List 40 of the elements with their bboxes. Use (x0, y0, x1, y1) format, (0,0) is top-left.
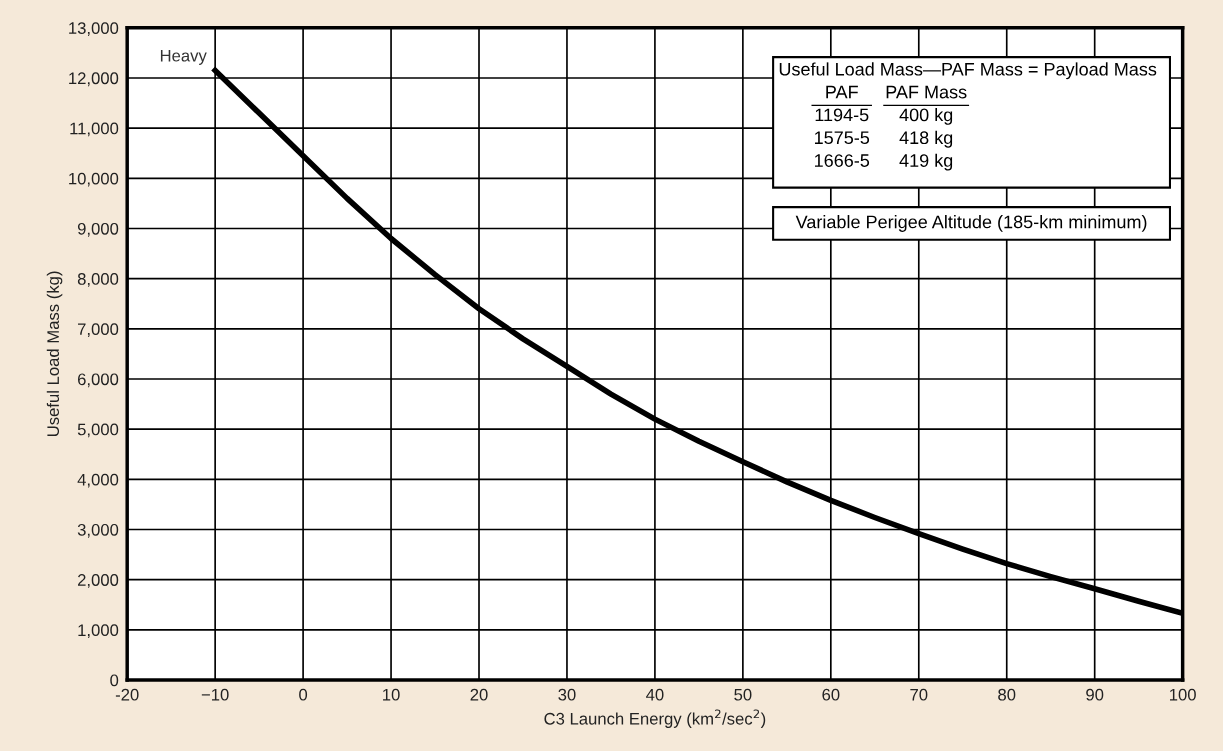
x-tick-label: 90 (1086, 688, 1104, 701)
annotation: PAF (826, 85, 858, 99)
x-tick-label: 70 (910, 688, 928, 701)
x-axis-title: C3 Launch Energy (km$^{2}$/sec$^{2}$) (544, 709, 766, 728)
y-tick-label: 6,000 (78, 373, 119, 388)
annotation: 419 kg (899, 153, 953, 171)
y-tick-label: 4,000 (77, 473, 119, 488)
x-tick-label: 60 (822, 688, 840, 701)
annotation: 1575-5 (815, 131, 870, 145)
y-tick-label: 10,000 (69, 172, 119, 187)
x-tick-label: 0 (299, 688, 308, 701)
annotation: Heavy (160, 49, 207, 65)
y-tick-label: 13,000 (69, 22, 119, 36)
x-tick-label: -20 (115, 688, 139, 701)
y-tick-label: 1,000 (78, 624, 119, 639)
y-tick-label: 5,000 (77, 423, 119, 438)
annotation: Variable Perigee Altitude (185-km minimum) (795, 215, 1147, 232)
annotation: 1194-5 (815, 108, 869, 122)
y-tick-label: 8,000 (77, 273, 119, 287)
x-tick-label: −10 (201, 688, 229, 701)
annotation: 418 kg (899, 130, 953, 148)
annotation: Useful Load Mass—PAF Mass = Payload Mass (779, 62, 1157, 80)
x-tick-label: 100 (1170, 688, 1196, 701)
x-tick-label: 10 (383, 688, 400, 701)
x-tick-label: 80 (998, 688, 1016, 701)
y-tick-label: 7,000 (78, 323, 119, 337)
y-tick-label: 3,000 (77, 523, 119, 538)
y-tick-label: 12,000 (69, 72, 119, 87)
y-tick-label: 2,000 (77, 574, 119, 588)
y-tick-label: 9,000 (77, 222, 119, 237)
y-tick-label: 0 (110, 674, 119, 687)
annotation: 400 kg (899, 108, 953, 125)
y-axis-title: Useful Load Mass (kg) (46, 271, 63, 436)
x-tick-label: 50 (734, 688, 752, 701)
x-tick-label: 30 (558, 688, 576, 701)
x-tick-label: 40 (646, 688, 664, 701)
y-tick-label: 11,000 (70, 122, 119, 137)
annotation: 1666-5 (815, 154, 870, 167)
x-tick-label: 20 (470, 688, 488, 701)
annotation: PAF Mass (886, 85, 967, 99)
